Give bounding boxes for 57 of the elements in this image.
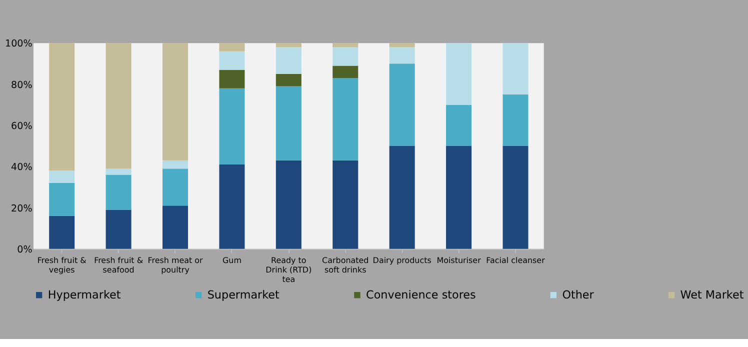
- bar: [49, 216, 75, 249]
- bar: [389, 146, 415, 249]
- legend-label: Supermarket: [207, 288, 280, 302]
- bar: [219, 51, 245, 70]
- bar: [219, 70, 245, 88]
- bar: [106, 174, 132, 210]
- bar: [446, 104, 472, 146]
- legend-label: Wet Market: [680, 288, 744, 302]
- bar: [389, 43, 415, 48]
- bar: [162, 206, 188, 249]
- x-tick-label: Facial cleanser: [486, 256, 546, 265]
- x-tick-label: Dairy products: [372, 256, 432, 265]
- bar: [276, 86, 302, 160]
- bar: [49, 43, 75, 171]
- bar: [332, 47, 358, 66]
- x-tick-label: Fresh meat or poultry: [148, 256, 204, 274]
- bar: [502, 146, 528, 249]
- x-tick-label: Gum: [222, 256, 242, 265]
- bar: [276, 43, 302, 48]
- x-tick-label: Fresh fruit & vegies: [37, 256, 86, 274]
- y-tick-label: 40%: [11, 162, 32, 174]
- x-tick-label: Ready to Drink (RTD) tea: [266, 256, 312, 284]
- bar: [389, 64, 415, 146]
- bar: [332, 160, 358, 249]
- bar: [162, 160, 188, 169]
- y-tick-label: 60%: [11, 120, 32, 132]
- legend-label: Other: [562, 288, 594, 302]
- legend-label: Hypermarket: [48, 288, 122, 302]
- bar: [332, 66, 358, 78]
- bar: [106, 210, 132, 249]
- bar: [389, 47, 415, 64]
- x-tick-label: Carbonated soft drinks: [322, 256, 369, 274]
- bar: [219, 164, 245, 249]
- x-tick-label: Fresh fruit & seafood: [94, 256, 144, 274]
- bar: [49, 170, 75, 184]
- bar: [162, 168, 188, 206]
- bar: [502, 94, 528, 146]
- y-tick-label: 80%: [11, 80, 32, 91]
- y-tick-label: 20%: [11, 203, 32, 214]
- y-tick-label: 0%: [17, 244, 32, 256]
- bar: [276, 47, 302, 74]
- bar: [332, 78, 358, 160]
- bar: [49, 183, 75, 216]
- bar: [106, 43, 132, 169]
- bar: [446, 146, 472, 249]
- legend-label: Convenience stores: [366, 288, 476, 302]
- bar: [446, 43, 472, 105]
- bar: [332, 43, 358, 48]
- x-tick-label: Moisturiser: [436, 256, 482, 265]
- bar: [106, 168, 132, 175]
- bar: [162, 43, 188, 160]
- bar: [276, 160, 302, 249]
- bar: [219, 43, 245, 52]
- bar: [502, 43, 528, 95]
- y-tick-label: 100%: [5, 38, 32, 50]
- bar: [276, 74, 302, 86]
- bar: [219, 88, 245, 164]
